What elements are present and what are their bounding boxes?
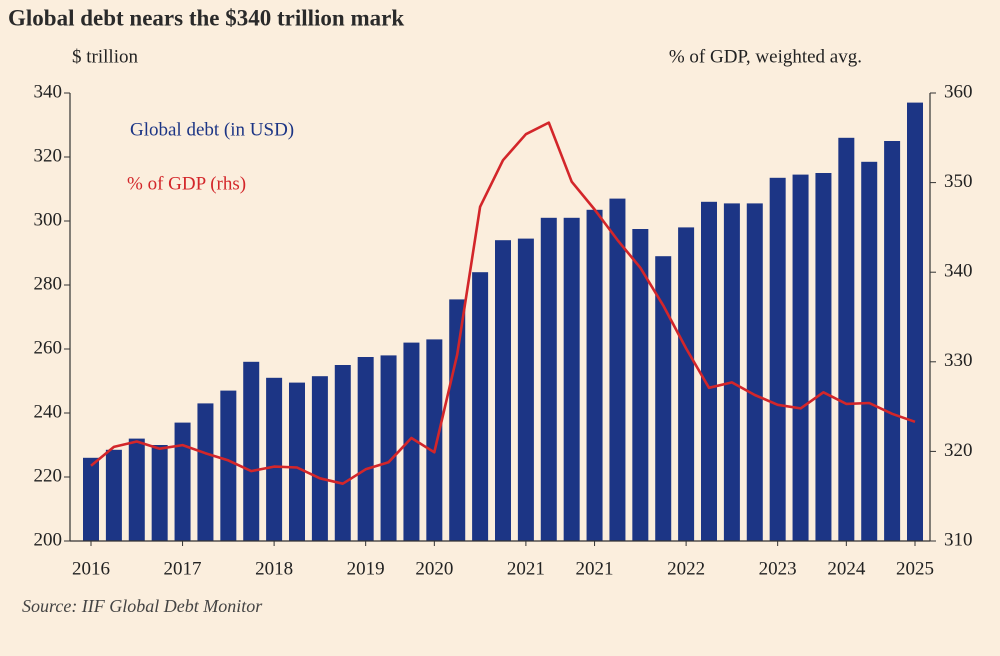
bar	[174, 422, 191, 541]
bar	[472, 272, 489, 541]
x-tick-label: 2025	[896, 558, 934, 579]
bar	[128, 438, 145, 541]
y-tick-label: 280	[34, 273, 63, 294]
bar	[380, 355, 397, 541]
x-tick-label: 2021	[507, 558, 545, 579]
y-tick-label: 300	[34, 209, 63, 230]
bar	[792, 174, 809, 541]
bar	[357, 357, 374, 541]
x-tick-label: 2016	[72, 558, 110, 579]
bar	[266, 377, 283, 541]
y-axis-label: $ trillion	[72, 46, 138, 67]
y2-tick-label: 340	[944, 261, 973, 282]
y2-tick-label: 310	[944, 529, 973, 550]
y-tick-label: 240	[34, 401, 63, 422]
bar	[495, 240, 511, 541]
bar	[632, 229, 649, 541]
y2-axis-label: % of GDP, weighted avg.	[669, 46, 862, 67]
x-tick-label: 2022	[667, 558, 705, 579]
bar	[586, 209, 603, 542]
bar	[563, 217, 580, 542]
legend-label: % of GDP (rhs)	[127, 173, 246, 194]
y-tick-label: 220	[34, 465, 63, 486]
bar	[655, 256, 672, 541]
bar	[838, 137, 855, 542]
legend-label: Global debt (in USD)	[130, 119, 294, 140]
bar	[884, 141, 901, 541]
bar	[746, 203, 763, 541]
bar	[289, 382, 305, 541]
y-tick-label: 200	[34, 529, 63, 550]
x-tick-label: 2024	[827, 558, 866, 579]
bar	[517, 238, 534, 541]
bar	[723, 203, 740, 541]
line	[90, 121, 916, 485]
y2-tick-label: 330	[944, 350, 973, 371]
bar	[83, 457, 99, 541]
bar	[105, 449, 122, 541]
y-tick-label: 340	[34, 81, 63, 102]
bar	[220, 390, 237, 541]
bar	[678, 227, 695, 541]
y-tick-label: 260	[34, 337, 63, 358]
bar	[197, 403, 214, 541]
bar	[449, 299, 466, 541]
bar	[403, 342, 420, 541]
bar	[334, 365, 351, 541]
bar	[815, 173, 832, 541]
bar	[861, 161, 878, 542]
bar	[701, 201, 717, 542]
source: Source: IIF Global Debt Monitor	[22, 596, 263, 616]
bar	[151, 445, 168, 541]
bar	[907, 102, 923, 541]
bar	[609, 198, 626, 541]
x-tick-label: 2018	[255, 558, 293, 579]
chart-title: Global debt nears the $340 trillion mark	[8, 5, 404, 30]
x-tick-label: 2019	[347, 558, 385, 579]
y2-tick-label: 350	[944, 171, 973, 192]
bar	[540, 217, 557, 542]
y2-tick-label: 360	[944, 81, 973, 102]
y-tick-label: 320	[34, 145, 63, 166]
bar	[243, 361, 260, 541]
x-tick-label: 2021	[576, 558, 614, 579]
x-tick-label: 2020	[415, 558, 453, 579]
bar	[769, 177, 786, 542]
x-tick-label: 2017	[164, 558, 202, 579]
bar	[426, 339, 443, 541]
x-tick-label: 2023	[759, 558, 797, 579]
y2-tick-label: 320	[944, 440, 973, 461]
bar	[311, 376, 328, 541]
